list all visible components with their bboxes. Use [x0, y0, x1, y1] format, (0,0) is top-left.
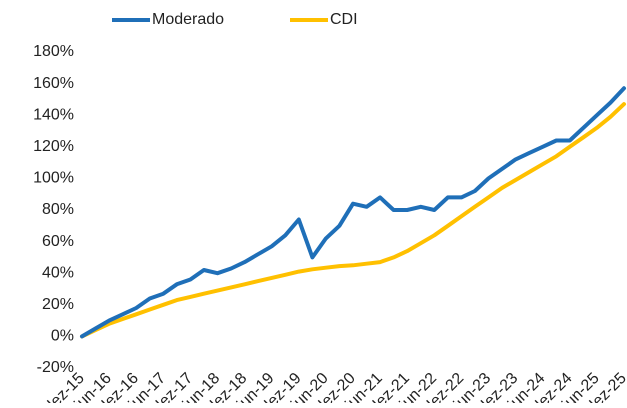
y-tick-label: 80% [42, 201, 74, 218]
y-tick-label: 120% [33, 138, 74, 155]
y-tick-label: 60% [42, 233, 74, 250]
y-tick-label: 0% [51, 328, 74, 345]
legend-label: Moderado [152, 11, 224, 28]
y-tick-label: 100% [33, 170, 74, 187]
y-tick-label: 140% [33, 106, 74, 123]
line-series [80, 86, 626, 339]
line-series [80, 102, 626, 339]
y-tick-label: 180% [33, 43, 74, 60]
y-tick-label: 160% [33, 75, 74, 92]
y-tick-label: 40% [42, 264, 74, 281]
legend-label: CDI [330, 11, 358, 28]
y-tick-label: 20% [42, 296, 74, 313]
y-tick-label: -20% [37, 359, 74, 376]
